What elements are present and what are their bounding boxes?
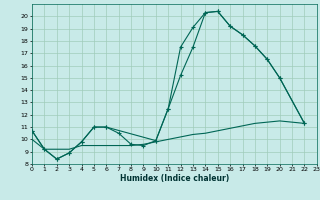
- X-axis label: Humidex (Indice chaleur): Humidex (Indice chaleur): [120, 174, 229, 183]
